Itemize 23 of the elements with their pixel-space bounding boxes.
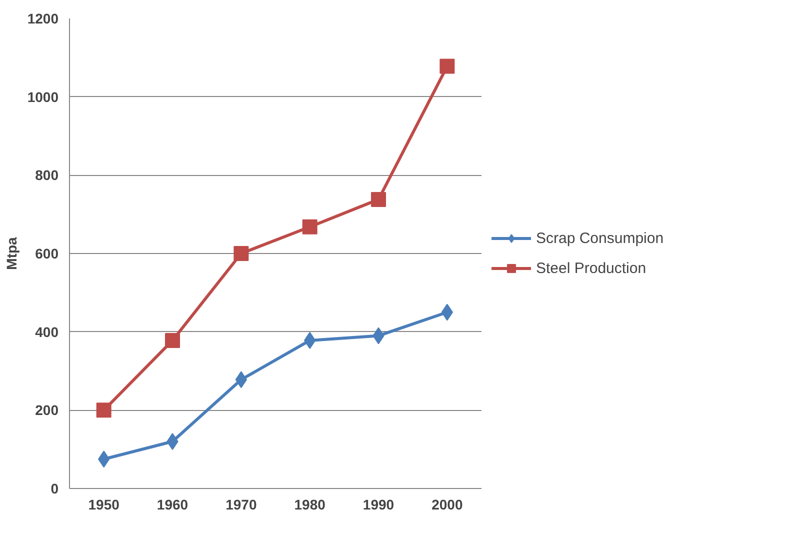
legend-label: Steel Production	[536, 260, 646, 276]
y-tick-label: 200	[35, 402, 59, 418]
y-tick-label: 400	[35, 324, 59, 340]
x-tick-label: 1960	[156, 496, 188, 512]
x-tick-label: 1990	[362, 496, 394, 512]
y-tick-label: 1200	[27, 10, 59, 26]
y-tick-label: 600	[35, 246, 59, 262]
point	[165, 332, 180, 348]
y-tick-label: 0	[50, 480, 59, 496]
point	[96, 402, 112, 418]
x-tick-label: 2000	[432, 496, 463, 512]
point	[166, 433, 178, 450]
y-tick-label: 1000	[27, 88, 59, 105]
point	[302, 219, 318, 234]
x-tick-label: 1980	[294, 496, 326, 512]
legend-label: Scrap Consumpion	[536, 230, 664, 246]
point	[440, 58, 455, 74]
x-tick-label: 1950	[88, 496, 120, 512]
x-tick-label: 1970	[226, 496, 257, 512]
point	[371, 192, 386, 207]
y-tick-label: 800	[35, 167, 59, 184]
y-axis-title: Mtpa	[3, 236, 20, 270]
point	[234, 246, 249, 261]
